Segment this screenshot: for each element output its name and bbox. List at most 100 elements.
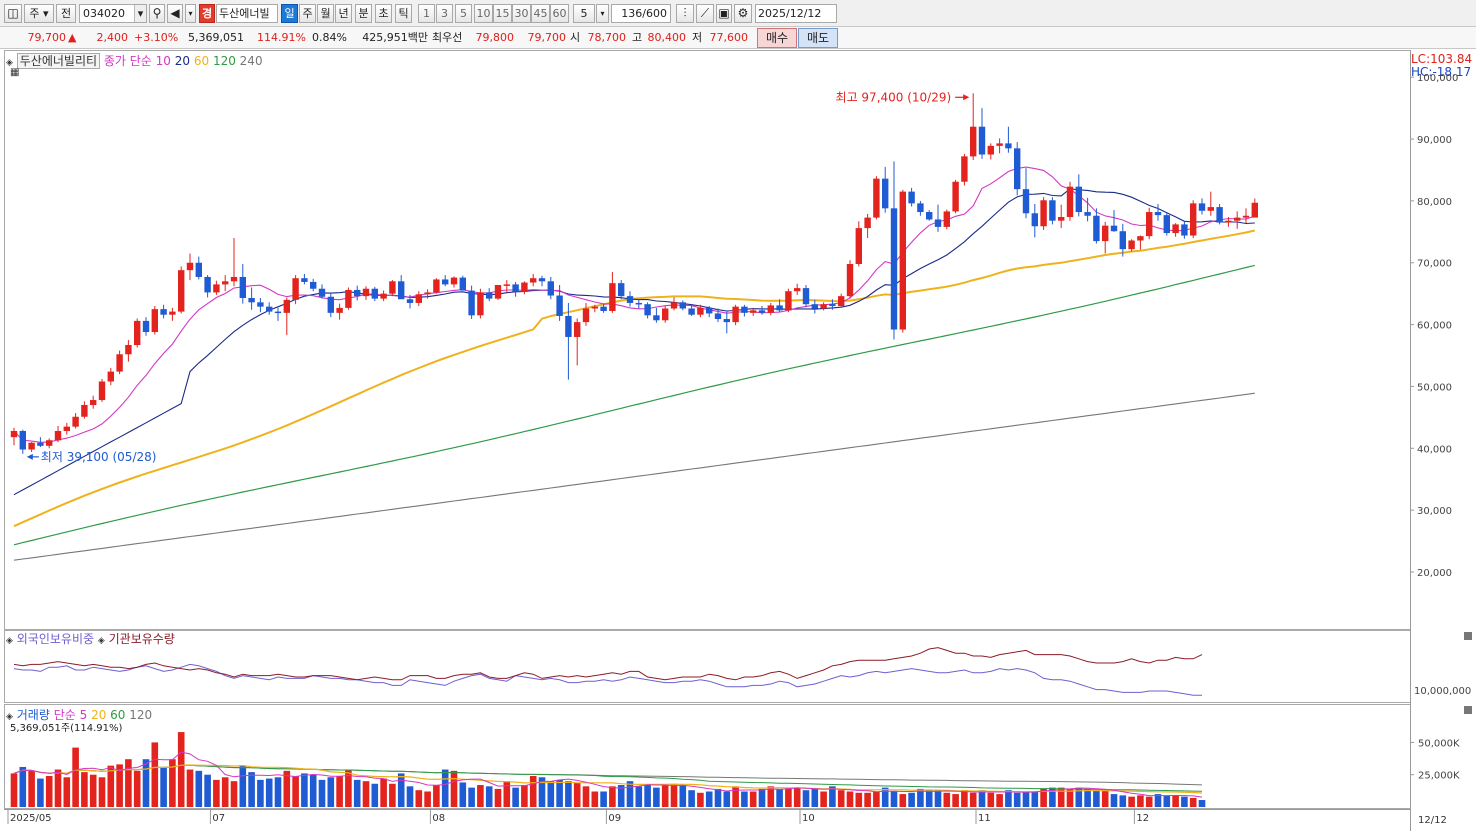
candle-body xyxy=(714,313,722,320)
open-label: 시 xyxy=(570,31,581,44)
tab-minute-10[interactable]: 10 xyxy=(474,4,493,23)
volume-bar xyxy=(1093,790,1100,807)
tab-period-0[interactable]: 일 xyxy=(281,4,298,23)
tab-minute-3[interactable]: 3 xyxy=(436,4,453,23)
chevron-down-icon[interactable]: ▾ xyxy=(596,4,609,23)
volume-bar xyxy=(318,779,326,807)
candle-body xyxy=(917,203,924,213)
candle-body xyxy=(1075,186,1082,213)
tab-minute-15[interactable]: 15 xyxy=(493,4,512,23)
volume-bar xyxy=(186,769,194,807)
ma120-line xyxy=(13,264,1255,546)
volume-bar xyxy=(424,791,431,807)
ma-legend-60: 60 xyxy=(193,54,213,68)
panel-handle-icon[interactable]: ◈ xyxy=(97,636,105,646)
volume-bar xyxy=(617,785,625,807)
mode-button[interactable]: 전 xyxy=(56,4,76,23)
volume-bar xyxy=(133,770,141,807)
price-tick-label: 50,000 xyxy=(1417,382,1452,393)
tab-period-6[interactable]: 틱 xyxy=(395,4,412,23)
change-value: 2,400 xyxy=(96,31,129,44)
volume-bar xyxy=(397,773,405,807)
grid-icon[interactable]: ▦ xyxy=(10,67,20,78)
panel-handle-icon[interactable]: ◈ xyxy=(6,58,13,68)
candle-body xyxy=(679,302,686,309)
volume-bar xyxy=(661,785,669,807)
candle-body xyxy=(794,288,801,292)
inst-line xyxy=(13,647,1203,681)
volume-bar xyxy=(1154,794,1162,807)
volume-bar xyxy=(714,788,722,807)
tab-period-2[interactable]: 월 xyxy=(317,4,334,23)
date-field[interactable]: 2025/12/12 xyxy=(755,4,837,23)
tab-minute-1[interactable]: 1 xyxy=(418,4,435,23)
volume-bar xyxy=(538,777,546,807)
custom-minute-field[interactable]: 5 xyxy=(573,4,595,23)
volume-bar xyxy=(327,777,335,807)
volume-bar xyxy=(1101,790,1109,807)
tab-minute-30[interactable]: 30 xyxy=(512,4,531,23)
candle-body xyxy=(1251,202,1258,218)
tab-period-3[interactable]: 년 xyxy=(335,4,352,23)
ma-legend-120: 120 xyxy=(212,54,240,68)
candle-body xyxy=(1040,200,1047,227)
volume-bar xyxy=(415,790,423,807)
trade-amount: 425,951백만 xyxy=(362,31,428,44)
stock-name-field[interactable]: 두산에너빌 xyxy=(216,4,278,23)
tab-period-4[interactable]: 분 xyxy=(355,4,372,23)
candle-body xyxy=(1110,225,1118,232)
holding-tick-label: 10,000,000 xyxy=(1414,686,1471,697)
search-icon[interactable]: ⚲ xyxy=(149,4,165,23)
candle-body xyxy=(626,296,634,303)
ma20-line xyxy=(13,188,1255,496)
line-draw-icon[interactable]: ⟋ xyxy=(696,4,714,23)
tab-period-1[interactable]: 주 xyxy=(299,4,316,23)
candle-body xyxy=(107,371,114,382)
save-icon[interactable]: ▣ xyxy=(716,4,732,23)
candle-body xyxy=(1225,220,1232,223)
sell-button[interactable]: 매도 xyxy=(798,28,838,48)
volume-bar xyxy=(28,770,35,807)
candle-body xyxy=(1163,215,1170,234)
volume-bar xyxy=(758,788,766,807)
volume-bar xyxy=(301,773,308,807)
panel-handle-icon[interactable]: ◈ xyxy=(6,712,13,722)
volume-bar xyxy=(81,772,88,807)
volume-bar xyxy=(63,777,71,807)
sound-icon[interactable]: ◀ xyxy=(167,4,183,23)
candle-body xyxy=(28,442,35,450)
volume-bar xyxy=(820,791,827,807)
count-field[interactable]: 136/600 xyxy=(611,4,671,23)
candle-body xyxy=(723,319,730,323)
code-input[interactable]: 034020 ▾ xyxy=(79,4,147,23)
tab-minute-60[interactable]: 60 xyxy=(550,4,569,23)
market-select[interactable]: 주 ▾ xyxy=(24,4,54,23)
tab-minute-5[interactable]: 5 xyxy=(455,4,472,23)
tab-minute-45[interactable]: 45 xyxy=(531,4,550,23)
volume-bar xyxy=(107,765,115,807)
chart-frame[interactable]: 100,000 90,000 80,000 70,000 60,000 50,000 40,… xyxy=(4,50,1476,831)
window-icon[interactable]: ◫ xyxy=(4,4,22,23)
candle-body xyxy=(433,279,440,293)
volume-bar xyxy=(1005,790,1012,807)
price-tick-label: 80,000 xyxy=(1417,197,1452,208)
gear-icon[interactable]: ⚙ xyxy=(734,4,752,23)
candle-body xyxy=(160,309,167,315)
chart-canvas[interactable]: 100,000 90,000 80,000 70,000 60,000 50,000 40,… xyxy=(4,50,1476,831)
candle-type-icon[interactable]: ⫶ xyxy=(676,4,694,23)
volume-ma-legend-20: 20 xyxy=(91,708,111,722)
candle-body xyxy=(46,440,53,446)
chevron-down-icon[interactable]: ▾ xyxy=(185,4,196,23)
candle-body xyxy=(169,311,176,315)
volume-bar xyxy=(679,785,687,807)
volume-bar xyxy=(829,786,836,807)
volume-bar xyxy=(362,781,370,807)
candle-body xyxy=(855,228,862,264)
tab-period-5[interactable]: 초 xyxy=(375,4,392,23)
volume-bar xyxy=(1181,796,1188,807)
panel-handle-icon[interactable]: ◈ xyxy=(6,636,13,646)
candle-body xyxy=(142,320,150,333)
buy-button[interactable]: 매수 xyxy=(757,28,797,48)
high-arrow-icon xyxy=(963,94,970,101)
volume-bar xyxy=(644,785,651,807)
